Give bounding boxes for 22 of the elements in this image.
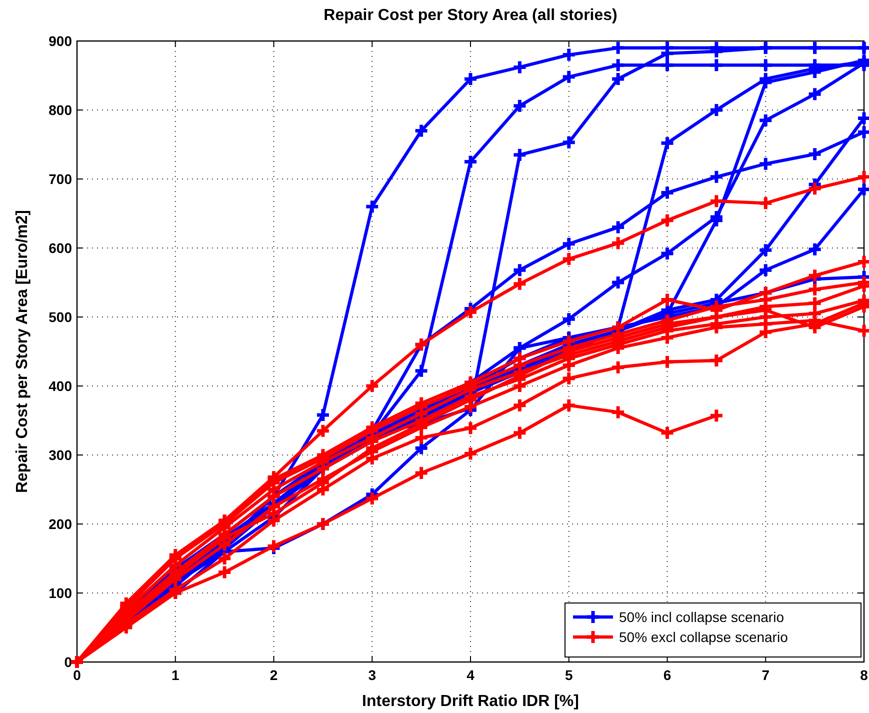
y-tick-label: 400 — [48, 378, 72, 394]
y-tick-label: 700 — [48, 171, 72, 187]
y-tick-label: 500 — [48, 309, 72, 325]
x-tick-label: 1 — [171, 667, 180, 683]
x-tick-label: 4 — [466, 667, 475, 683]
legend-label: 50% incl collapse scenario — [619, 609, 784, 625]
y-tick-label: 900 — [48, 33, 72, 49]
y-tick-label: 600 — [48, 240, 72, 256]
x-tick-label: 7 — [762, 667, 770, 683]
y-tick-label: 200 — [48, 516, 72, 532]
x-tick-label: 8 — [860, 667, 868, 683]
y-tick-label: 300 — [48, 447, 72, 463]
y-axis-title: Repair Cost per Story Area [Euro/m2] — [14, 210, 31, 494]
x-tick-label: 3 — [368, 667, 376, 683]
x-tick-label: 5 — [564, 667, 573, 683]
legend-label: 50% excl collapse scenario — [619, 629, 788, 645]
chart-title: Repair Cost per Story Area (all stories) — [324, 7, 618, 24]
x-axis-title: Interstory Drift Ratio IDR [%] — [362, 693, 579, 710]
x-tick-label: 6 — [663, 667, 672, 683]
y-tick-label: 800 — [48, 102, 72, 118]
x-tick-label: 2 — [270, 667, 278, 683]
y-tick-label: 100 — [48, 585, 72, 601]
